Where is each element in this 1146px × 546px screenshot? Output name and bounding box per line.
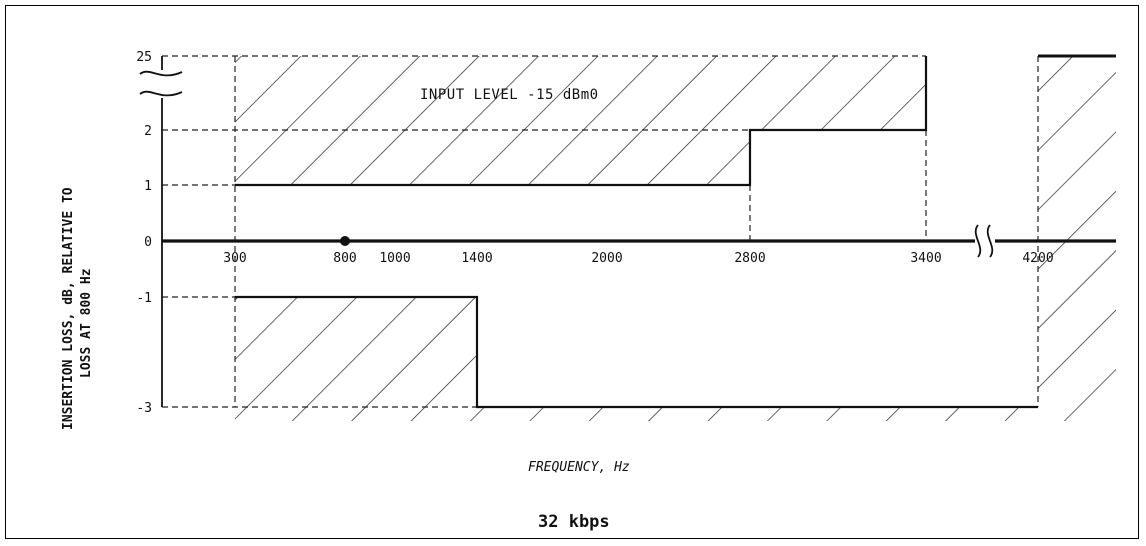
hatched-regions xyxy=(235,56,1116,421)
limit-lines xyxy=(139,54,1116,409)
y-tick-label: 1 xyxy=(144,179,152,194)
x-tick-label: 2000 xyxy=(591,251,622,266)
hatch-upper-region xyxy=(235,56,926,185)
y-tick-label: 25 xyxy=(136,50,152,65)
x-tick-label: 3400 xyxy=(910,251,941,266)
y-tick-label: -1 xyxy=(136,291,152,306)
figure-frame xyxy=(5,5,1139,539)
y-axis-break-mark-1 xyxy=(139,70,183,77)
x-axis-label: FREQUENCY, Hz xyxy=(528,460,630,475)
x-tick-label: 1400 xyxy=(461,251,492,266)
hatch-lower-region xyxy=(235,297,1038,421)
x-axis-break-mark-2 xyxy=(986,224,994,258)
x-axis-break-mark-1 xyxy=(974,224,982,258)
x-tick-label: 300 xyxy=(223,251,246,266)
hatch-high-frequency-region xyxy=(1038,56,1116,421)
y-axis-break-mark-2 xyxy=(139,90,183,97)
x-tick-label: 4200 xyxy=(1022,251,1053,266)
y-tick-label: 0 xyxy=(144,235,152,250)
y-axis-label-line1: INSERTION LOSS, dB, RELATIVE TO xyxy=(61,187,76,430)
reference-point-800hz xyxy=(340,236,350,246)
x-tick-label: 800 xyxy=(333,251,356,266)
x-tick-label: 2800 xyxy=(734,251,765,266)
y-axis-label-line2: LOSS AT 800 Hz xyxy=(79,268,94,378)
y-tick-label: 2 xyxy=(144,124,152,139)
upper-limit-line xyxy=(235,56,928,187)
x-tick-label: 1000 xyxy=(379,251,410,266)
lower-limit-line xyxy=(235,295,1038,409)
input-level-annotation: INPUT LEVEL -15 dBm0 xyxy=(420,87,599,103)
chart-subtitle: 32 kbps xyxy=(538,512,610,532)
tick-labels: 25 2 1 0 -1 -3 300 800 1000 1400 2000 2800 3400 4200 xyxy=(136,50,1053,416)
y-tick-label: -3 xyxy=(136,401,152,416)
